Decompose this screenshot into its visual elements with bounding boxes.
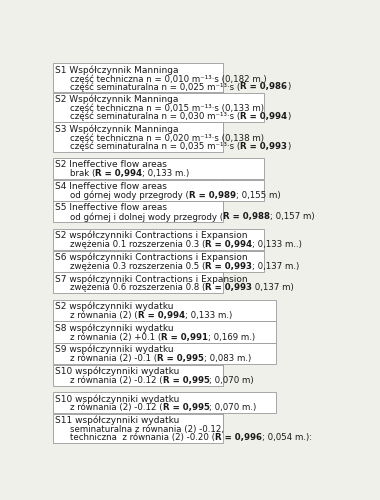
Bar: [53, 92, 264, 122]
Text: ; 0,070 m): ; 0,070 m): [209, 376, 254, 384]
Text: ; 0,133 m.): ; 0,133 m.): [142, 170, 190, 178]
Text: R = 0,993: R = 0,993: [240, 142, 287, 150]
Text: S1 Współczynnik Manninga: S1 Współczynnik Manninga: [55, 65, 179, 74]
Text: S2 współczynniki Contractions i Expansion: S2 współczynniki Contractions i Expansio…: [55, 231, 248, 240]
Text: R = 0,991: R = 0,991: [161, 332, 208, 342]
Text: ; 0,133 m..): ; 0,133 m..): [252, 240, 302, 249]
Text: część techniczna n = 0,010 m⁻¹³·s (0,182 m.): część techniczna n = 0,010 m⁻¹³·s (0,182…: [70, 74, 267, 84]
Text: ; 0,137 m.): ; 0,137 m.): [252, 262, 299, 270]
Text: z równania (2) -0.12 (: z równania (2) -0.12 (: [70, 404, 163, 412]
Bar: [53, 364, 223, 386]
Text: R = 0,994: R = 0,994: [138, 311, 185, 320]
Text: S2 współczynniki wydatku: S2 współczynniki wydatku: [55, 302, 174, 312]
Text: z równania (2) -0.1 (: z równania (2) -0.1 (: [70, 354, 157, 363]
Text: R = 0,995: R = 0,995: [163, 404, 209, 412]
Text: od górnej wody przegrody (: od górnej wody przegrody (: [70, 191, 189, 200]
Text: S11 współczynniki wydatku: S11 współczynniki wydatku: [55, 416, 180, 425]
Text: S9 współczynniki wydatku: S9 współczynniki wydatku: [55, 345, 174, 354]
Text: S10 współczynniki wydatku: S10 współczynniki wydatku: [55, 366, 180, 376]
Text: z równania (2) +0.1 (: z równania (2) +0.1 (: [70, 332, 161, 342]
Bar: [53, 229, 264, 250]
Bar: [53, 180, 264, 201]
Text: brak (: brak (: [70, 170, 95, 178]
Bar: [53, 300, 276, 321]
Text: R = 0,993: R = 0,993: [205, 262, 252, 270]
Text: ; 0,070 m.): ; 0,070 m.): [209, 404, 257, 412]
Text: seminaturalna z równania (2) -0.12,: seminaturalna z równania (2) -0.12,: [70, 425, 224, 434]
Text: R = 0,995: R = 0,995: [157, 354, 204, 363]
Text: S10 współczynniki wydatku: S10 współczynniki wydatku: [55, 394, 180, 404]
Text: S2 Ineffective flow areas: S2 Ineffective flow areas: [55, 160, 167, 169]
Text: 0,137 m): 0,137 m): [252, 284, 294, 292]
Text: R = 0,994: R = 0,994: [95, 170, 142, 178]
Text: S2 Współczynnik Manninga: S2 Współczynnik Manninga: [55, 94, 179, 104]
Bar: [53, 250, 264, 272]
Text: S4 Ineffective flow areas: S4 Ineffective flow areas: [55, 182, 167, 190]
Text: S3 Współczynnik Manninga: S3 Współczynnik Manninga: [55, 124, 179, 134]
Text: ; 0,083 m.): ; 0,083 m.): [204, 354, 251, 363]
Text: zwężenia 0.3 rozszerzenia 0.5 (: zwężenia 0.3 rozszerzenia 0.5 (: [70, 262, 205, 270]
Text: część seminaturalna n = 0,030 m⁻¹³·s (: część seminaturalna n = 0,030 m⁻¹³·s (: [70, 112, 240, 122]
Text: S7 współczynniki Contractions i Expansion: S7 współczynniki Contractions i Expansio…: [55, 274, 248, 283]
Text: ): ): [287, 82, 290, 92]
Text: techniczna  z równania (2) -0.20 (: techniczna z równania (2) -0.20 (: [70, 433, 215, 442]
Bar: [53, 322, 276, 342]
Text: ; 0,133 m.): ; 0,133 m.): [185, 311, 232, 320]
Text: R = 0,986: R = 0,986: [240, 82, 287, 92]
Text: R = 0,989: R = 0,989: [189, 191, 236, 200]
Text: R = 0,996: R = 0,996: [215, 433, 262, 442]
Text: część seminaturalna n = 0,025 m⁻¹³·s (: część seminaturalna n = 0,025 m⁻¹³·s (: [70, 82, 240, 92]
Bar: [53, 272, 223, 293]
Bar: [53, 392, 276, 413]
Bar: [53, 63, 223, 92]
Text: R = 0,994: R = 0,994: [240, 112, 287, 121]
Text: R = 0,993: R = 0,993: [205, 284, 252, 292]
Text: R = 0,994: R = 0,994: [205, 240, 252, 249]
Text: S8 współczynniki wydatku: S8 współczynniki wydatku: [55, 324, 174, 333]
Bar: [53, 202, 223, 222]
Bar: [53, 158, 264, 180]
Text: S5 Ineffective flow areas: S5 Ineffective flow areas: [55, 203, 167, 212]
Bar: [53, 122, 223, 152]
Text: ; 0,054 m.):: ; 0,054 m.):: [262, 433, 312, 442]
Text: R = 0,988: R = 0,988: [223, 212, 270, 222]
Text: zwężenia 0.6 rozszerzenia 0.8 (: zwężenia 0.6 rozszerzenia 0.8 (: [70, 284, 205, 292]
Bar: [53, 414, 223, 443]
Text: część techniczna n = 0,020 m⁻¹³·s (0,138 m): część techniczna n = 0,020 m⁻¹³·s (0,138…: [70, 134, 264, 143]
Text: ; 0,155 m): ; 0,155 m): [236, 191, 280, 200]
Text: R = 0,995: R = 0,995: [163, 376, 209, 384]
Text: z równania (2) (: z równania (2) (: [70, 311, 138, 320]
Text: od górnej i dolnej wody przegrody (: od górnej i dolnej wody przegrody (: [70, 212, 223, 222]
Text: ): ): [287, 112, 291, 121]
Text: zwężenia 0.1 rozszerzenia 0.3 (: zwężenia 0.1 rozszerzenia 0.3 (: [70, 240, 205, 249]
Text: S6 współczynniki Contractions i Expansion: S6 współczynniki Contractions i Expansio…: [55, 252, 248, 262]
Text: z równania (2) -0.12 (: z równania (2) -0.12 (: [70, 376, 163, 384]
Text: część seminaturalna n = 0,035 m⁻¹³·s (: część seminaturalna n = 0,035 m⁻¹³·s (: [70, 142, 240, 151]
Text: ): ): [287, 142, 290, 150]
Bar: [53, 343, 276, 364]
Text: ; 0,169 m.): ; 0,169 m.): [208, 332, 255, 342]
Text: część techniczna n = 0,015 m⁻¹³·s (0,133 m): część techniczna n = 0,015 m⁻¹³·s (0,133…: [70, 104, 264, 114]
Text: ; 0,157 m): ; 0,157 m): [270, 212, 315, 222]
